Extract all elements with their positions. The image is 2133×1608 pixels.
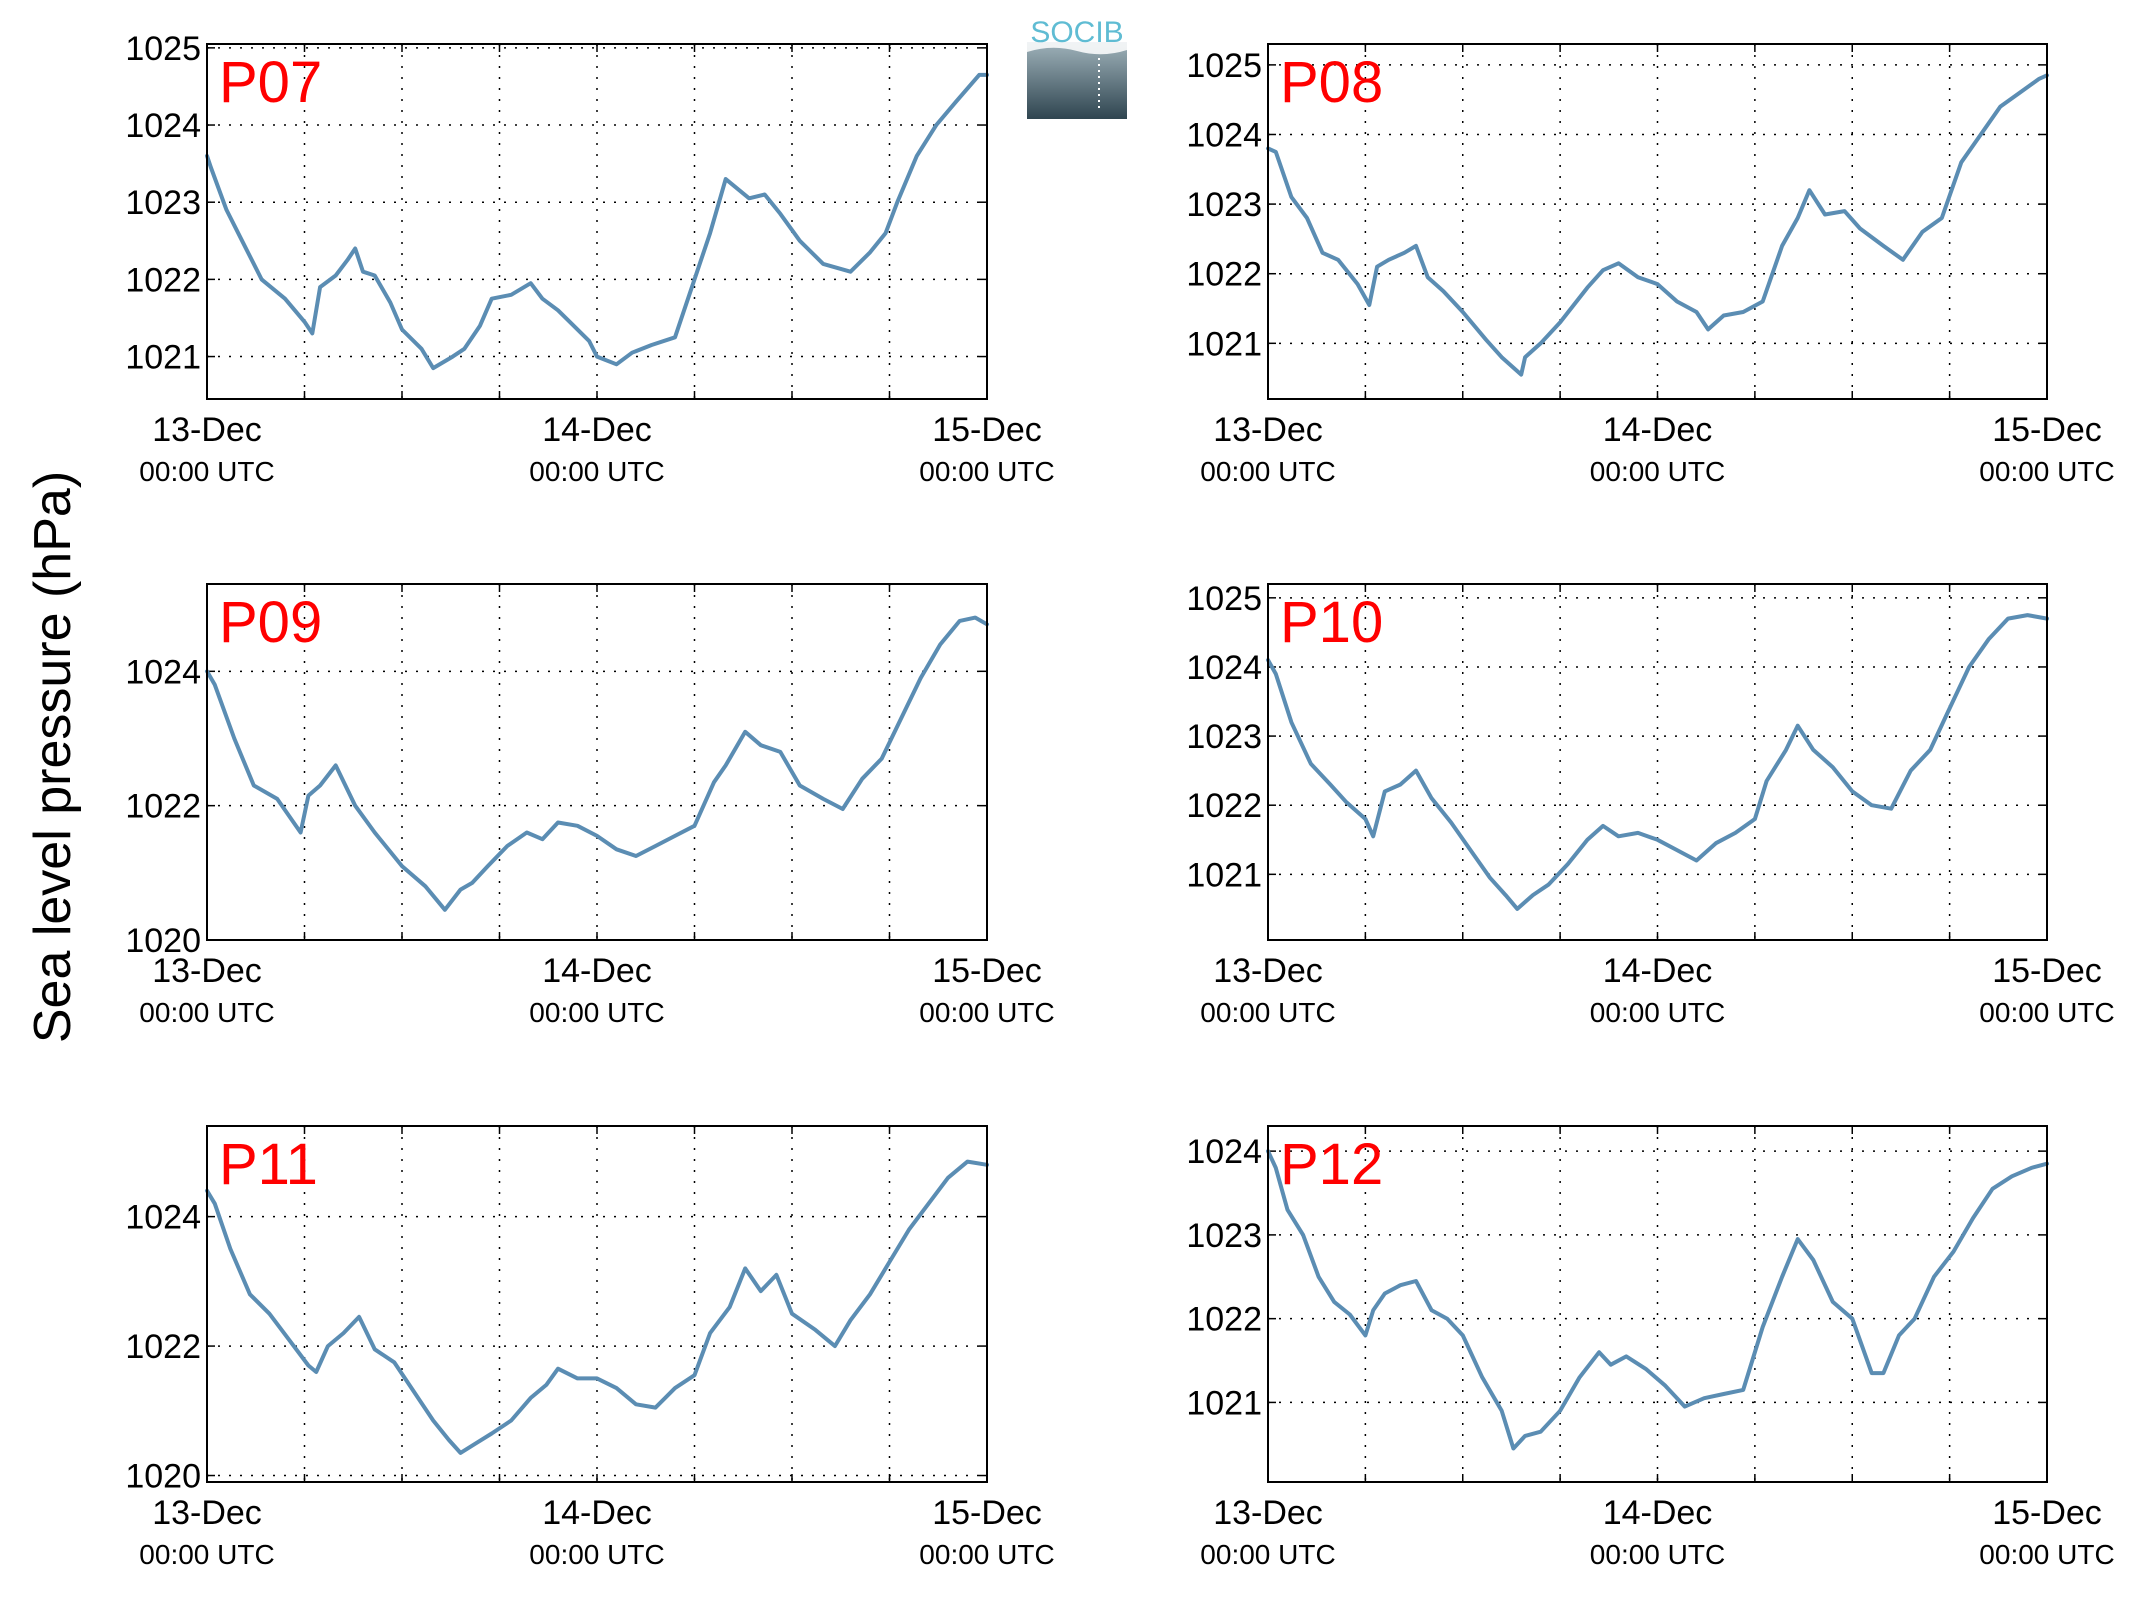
chart-panel-p12: 1021 1022 1023 1024 13-Dec 00:00 UTC 14-Dec 00:… — [1186, 1125, 2115, 1570]
x-tick-time-label: 00:00 UTC — [139, 1539, 274, 1570]
y-tick-label: 1022 — [1186, 256, 1262, 294]
y-tick-label: 1022 — [1186, 1301, 1262, 1339]
y-tick-label: 1024 — [125, 107, 201, 145]
axes-frame — [1267, 1125, 2048, 1483]
chart-panel-p10: 1021 1022 1023 1024 1025 13-Dec 00:00 UTC 14-De… — [1186, 580, 2114, 1028]
panel-label: P08 — [1280, 50, 1383, 115]
panel-label: P09 — [219, 590, 322, 655]
x-tick-time-label: 00:00 UTC — [919, 456, 1054, 487]
x-tick-date-label: 14-Dec — [1603, 1494, 1713, 1532]
x-tick-time-label: 00:00 UTC — [1590, 1539, 1725, 1570]
chart-panels: 1021 1022 1023 1024 1025 13-Dec 00:00 UTC 14-De… — [125, 30, 2114, 1570]
panel-label: P11 — [219, 1132, 318, 1197]
y-tick-label: 1022 — [1186, 787, 1262, 825]
chart-panel-p11: 1020 1022 1024 13-Dec 00:00 UTC 14-Dec 00:00 U… — [125, 1125, 1055, 1570]
x-tick-date-label: 15-Dec — [932, 1494, 1042, 1532]
x-tick-time-label: 00:00 UTC — [529, 456, 664, 487]
x-tick-date-label: 13-Dec — [1213, 411, 1323, 449]
x-tick-time-label: 00:00 UTC — [919, 997, 1054, 1028]
x-tick-time-label: 00:00 UTC — [919, 1539, 1054, 1570]
y-tick-label: 1025 — [1186, 47, 1262, 85]
x-tick-date-label: 14-Dec — [1603, 411, 1713, 449]
y-tick-label: 1023 — [1186, 186, 1262, 224]
y-tick-label: 1021 — [1186, 1384, 1262, 1422]
axes-frame — [206, 1125, 988, 1483]
y-tick-label: 1023 — [1186, 1217, 1262, 1255]
x-tick-time-label: 00:00 UTC — [1979, 456, 2114, 487]
x-tick-time-label: 00:00 UTC — [1200, 456, 1335, 487]
y-axis-label: Sea level pressure (hPa) — [24, 471, 82, 1043]
panel-label: P12 — [1280, 1132, 1383, 1197]
y-tick-label: 1024 — [125, 653, 201, 691]
x-tick-time-label: 00:00 UTC — [1590, 456, 1725, 487]
y-tick-label: 1021 — [125, 339, 201, 377]
y-tick-label: 1022 — [125, 1328, 201, 1366]
y-tick-label: 1020 — [125, 922, 201, 960]
y-tick-label: 1024 — [1186, 649, 1262, 687]
axes-frame — [1267, 583, 2048, 941]
x-tick-time-label: 00:00 UTC — [1979, 1539, 2114, 1570]
y-tick-label: 1023 — [125, 184, 201, 222]
x-tick-date-label: 15-Dec — [932, 411, 1042, 449]
x-tick-date-label: 14-Dec — [542, 411, 652, 449]
pressure-series-line — [205, 615, 989, 912]
x-tick-date-label: 13-Dec — [152, 952, 262, 990]
panel-label: P07 — [219, 50, 322, 115]
axes-frame — [1267, 43, 2048, 400]
x-tick-time-label: 00:00 UTC — [1590, 997, 1725, 1028]
y-tick-label: 1021 — [1186, 856, 1262, 894]
y-tick-label: 1024 — [1186, 1133, 1262, 1171]
x-tick-date-label: 14-Dec — [542, 1494, 652, 1532]
x-tick-time-label: 00:00 UTC — [139, 997, 274, 1028]
y-tick-label: 1022 — [125, 261, 201, 299]
x-tick-time-label: 00:00 UTC — [529, 997, 664, 1028]
y-tick-label: 1024 — [125, 1199, 201, 1237]
y-tick-label: 1022 — [125, 788, 201, 826]
pressure-series-line — [1266, 1149, 2049, 1451]
x-tick-date-label: 13-Dec — [152, 1494, 262, 1532]
chart-panel-p08: 1021 1022 1023 1024 1025 13-Dec 00:00 UTC 14-De… — [1186, 43, 2115, 487]
pressure-series-line — [205, 72, 989, 371]
socib-logo: SOCIB — [1027, 16, 1127, 119]
x-tick-date-label: 15-Dec — [932, 952, 1042, 990]
x-tick-date-label: 15-Dec — [1992, 1494, 2102, 1532]
pressure-series-line — [1266, 613, 2049, 911]
axes-frame — [206, 43, 988, 400]
x-tick-date-label: 13-Dec — [152, 411, 262, 449]
y-tick-label: 1023 — [1186, 718, 1262, 756]
y-tick-label: 1020 — [125, 1458, 201, 1496]
x-tick-date-label: 15-Dec — [1992, 411, 2102, 449]
pressure-series-line — [205, 1159, 989, 1455]
y-tick-label: 1025 — [1186, 580, 1262, 618]
y-tick-label: 1025 — [125, 30, 201, 68]
x-tick-time-label: 00:00 UTC — [139, 456, 274, 487]
x-tick-date-label: 13-Dec — [1213, 1494, 1323, 1532]
pressure-series-line — [1266, 73, 2049, 377]
y-tick-label: 1024 — [1186, 116, 1262, 154]
x-tick-date-label: 14-Dec — [542, 952, 652, 990]
x-tick-time-label: 00:00 UTC — [1979, 997, 2114, 1028]
chart-panel-p07: 1021 1022 1023 1024 1025 13-Dec 00:00 UTC 14-De… — [125, 30, 1054, 487]
x-tick-date-label: 15-Dec — [1992, 952, 2102, 990]
panel-label: P10 — [1280, 590, 1383, 655]
chart-panel-p09: 1020 1022 1024 13-Dec 00:00 UTC 14-Dec 00:00 U… — [125, 583, 1055, 1028]
x-tick-date-label: 14-Dec — [1603, 952, 1713, 990]
socib-logo-text: SOCIB — [1030, 16, 1123, 49]
y-tick-label: 1021 — [1186, 325, 1262, 363]
x-tick-time-label: 00:00 UTC — [529, 1539, 664, 1570]
x-tick-date-label: 13-Dec — [1213, 952, 1323, 990]
x-tick-time-label: 00:00 UTC — [1200, 997, 1335, 1028]
x-tick-time-label: 00:00 UTC — [1200, 1539, 1335, 1570]
axes-frame — [206, 583, 988, 941]
